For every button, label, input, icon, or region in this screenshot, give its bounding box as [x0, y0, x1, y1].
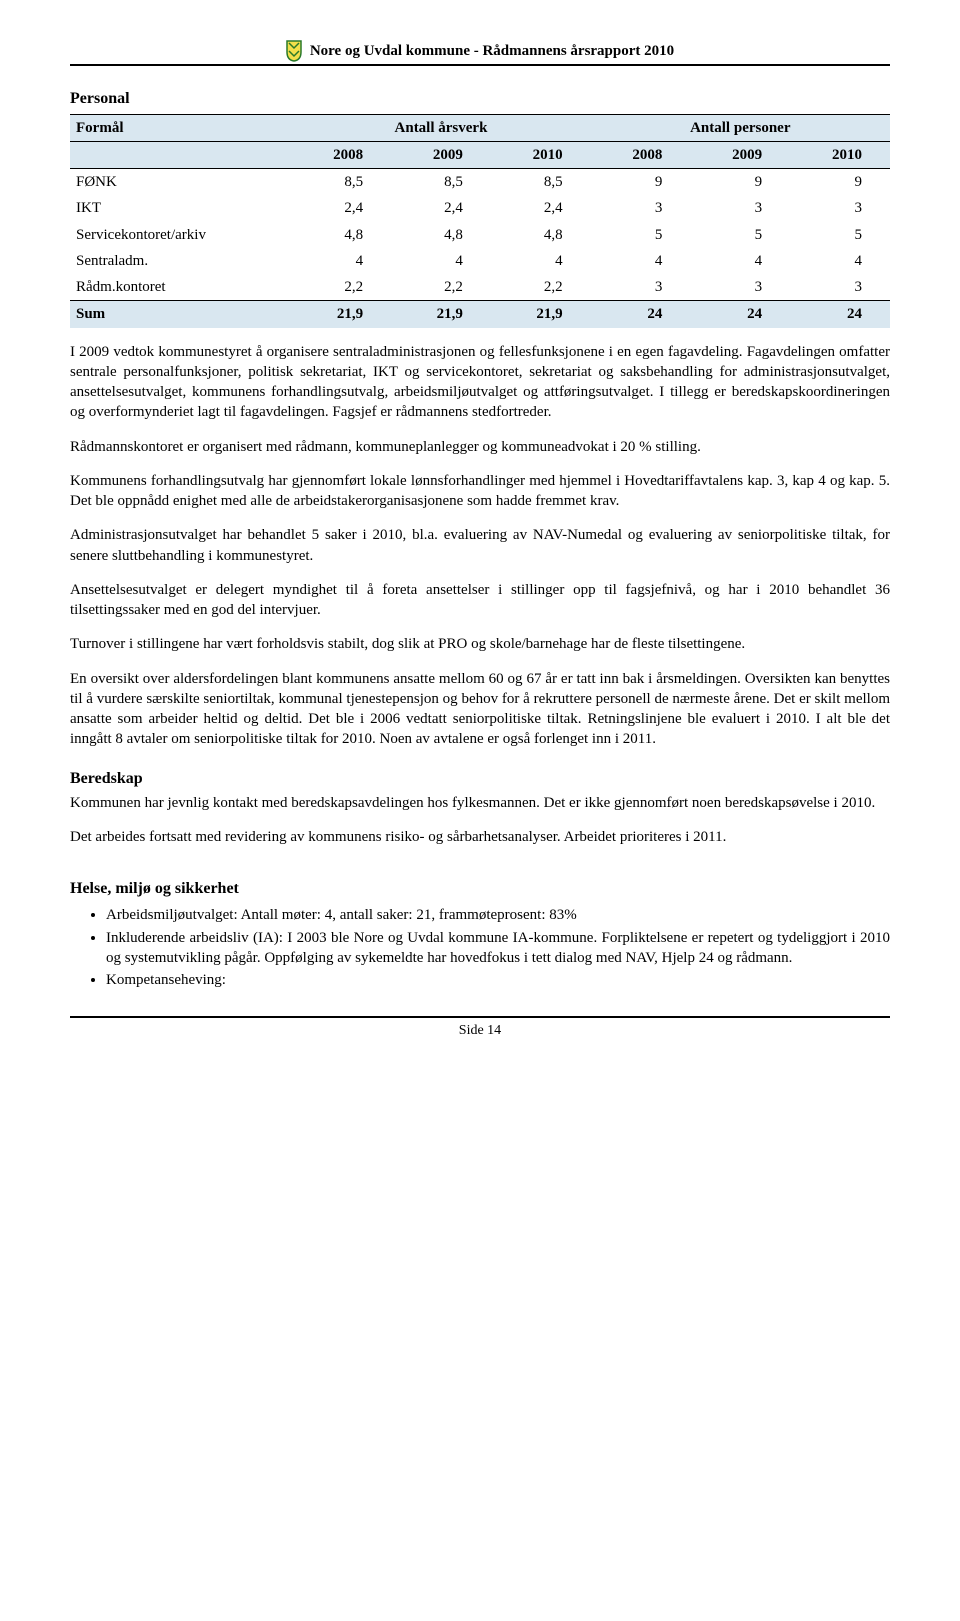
header-title: Nore og Uvdal kommune - Rådmannens årsra…: [310, 41, 674, 61]
table-row: IKT 2,4 2,4 2,4 3 3 3: [70, 195, 890, 221]
table-row: Rådm.kontoret 2,2 2,2 2,2 3 3 3: [70, 274, 890, 301]
year-label: 2008: [591, 141, 691, 168]
section-title-beredskap: Beredskap: [70, 768, 890, 790]
paragraph: Ansettelsesutvalget er delegert myndighe…: [70, 580, 890, 621]
hms-bullet-list: Arbeidsmiljøutvalget: Antall møter: 4, a…: [70, 905, 890, 990]
list-item: Arbeidsmiljøutvalget: Antall møter: 4, a…: [106, 905, 890, 925]
list-item: Inkluderende arbeidsliv (IA): I 2003 ble…: [106, 928, 890, 969]
section-title-personal: Personal: [70, 88, 890, 110]
col-formal: Formål: [70, 114, 291, 141]
year-label: 2010: [491, 141, 591, 168]
paragraph: En oversikt over aldersfordelingen blant…: [70, 669, 890, 750]
table-row: Servicekontoret/arkiv 4,8 4,8 4,8 5 5 5: [70, 222, 890, 248]
table-header-row: Formål Antall årsverk Antall personer: [70, 114, 890, 141]
year-label: 2008: [291, 141, 391, 168]
col-arsverk: Antall årsverk: [291, 114, 590, 141]
paragraph: Administrasjonsutvalget har behandlet 5 …: [70, 525, 890, 566]
list-item: Kompetanseheving:: [106, 970, 890, 990]
page-header: Nore og Uvdal kommune - Rådmannens årsra…: [70, 40, 890, 66]
paragraph: Kommunens forhandlingsutvalg har gjennom…: [70, 471, 890, 512]
paragraph: Det arbeides fortsatt med revidering av …: [70, 827, 890, 847]
page-number: Side 14: [70, 1022, 890, 1041]
document-page: Nore og Uvdal kommune - Rådmannens årsra…: [0, 0, 960, 1101]
table-row: Sentraladm. 4 4 4 4 4 4: [70, 248, 890, 274]
year-label: 2009: [690, 141, 790, 168]
table-sum-row: Sum 21,9 21,9 21,9 24 24 24: [70, 301, 890, 328]
footer-divider: [70, 1016, 890, 1018]
year-label: 2009: [391, 141, 491, 168]
table-year-row: 2008 2009 2010 2008 2009 2010: [70, 141, 890, 168]
section-title-hms: Helse, miljø og sikkerhet: [70, 878, 890, 900]
year-label: 2010: [790, 141, 890, 168]
paragraph: Rådmannskontoret er organisert med rådma…: [70, 437, 890, 457]
paragraph: I 2009 vedtok kommunestyret å organisere…: [70, 342, 890, 423]
col-personer: Antall personer: [591, 114, 890, 141]
personal-table: Formål Antall årsverk Antall personer 20…: [70, 114, 890, 328]
paragraph: Turnover i stillingene har vært forholds…: [70, 634, 890, 654]
paragraph: Kommunen har jevnlig kontakt med beredsk…: [70, 793, 890, 813]
shield-icon: [286, 40, 302, 62]
table-row: FØNK 8,5 8,5 8,5 9 9 9: [70, 169, 890, 196]
